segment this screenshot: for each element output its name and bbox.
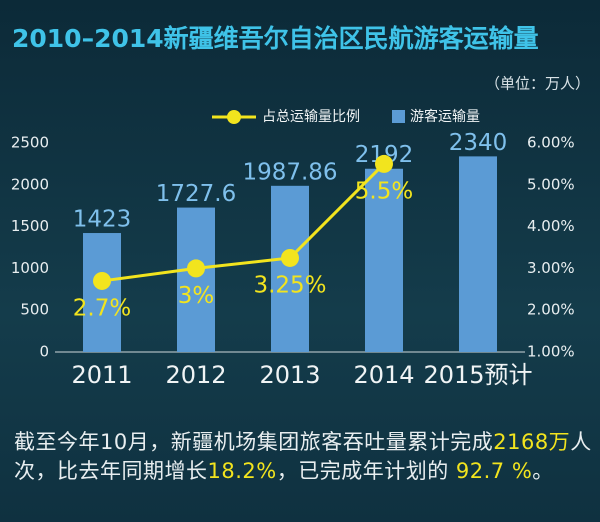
x-tick-label: 2014	[353, 361, 414, 389]
legend-label: 占总运输量比例	[262, 109, 360, 125]
y2-tick-label: 6.00%	[527, 134, 575, 152]
chart: 2010–2014新疆维吾尔自治区民航游客运输量 （单位：万人） 0 500 100…	[11, 24, 590, 389]
line-value-label: 3.25%	[253, 272, 326, 298]
x-tick-label: 2012	[165, 361, 226, 389]
bar	[177, 207, 215, 352]
bar	[83, 233, 121, 352]
line-point	[375, 154, 393, 173]
y2-tick-label: 2.00%	[527, 301, 575, 319]
line	[101, 162, 386, 283]
note-text: 18.2%	[207, 459, 277, 483]
y-tick-label: 500	[20, 301, 49, 319]
note-text: 截至今年10月，新疆机场集团旅客吞吐量累计完成	[14, 430, 494, 454]
chart-title: 2010–2014新疆维吾尔自治区民航游客运输量	[12, 24, 539, 53]
line-point	[187, 259, 205, 278]
bar-value-label: 1423	[73, 207, 132, 233]
note-text: 。	[532, 459, 554, 483]
bar-value-label: 2340	[449, 130, 508, 156]
y-tick-label: 1000	[11, 259, 49, 277]
line-value-label: 5.5%	[355, 178, 413, 204]
unit-note: （单位：万人）	[485, 75, 590, 93]
y2-tick-label: 4.00%	[527, 217, 575, 235]
line-point	[281, 248, 299, 267]
legend-label: 游客运输量	[410, 108, 480, 125]
bar-value-label: 1727.6	[156, 181, 236, 207]
bar	[271, 185, 309, 352]
note-text: 人次，比去年同期增长	[14, 430, 592, 483]
y2-tick-label: 5.00%	[527, 175, 575, 193]
y-tick-label: 2000	[11, 175, 49, 193]
y2-tick-label: 3.00%	[527, 259, 575, 277]
legend-swatch	[392, 110, 405, 123]
line-point	[93, 271, 111, 290]
note-text: 2168万	[493, 430, 571, 454]
bar	[459, 156, 497, 352]
line-value-label: 3%	[178, 283, 215, 309]
x-tick-label: 2013	[259, 361, 320, 389]
y2-tick-label: 1.00%	[527, 343, 575, 361]
line-value-label: 2.7%	[73, 295, 131, 321]
y-tick-label: 2500	[11, 134, 49, 152]
note-text: ，已完成年计划的	[276, 459, 456, 483]
x-tick-label: 2011	[71, 361, 132, 389]
bar-value-label: 1987.86	[242, 159, 337, 185]
y-tick-label: 0	[39, 343, 49, 361]
note: 截至今年10月，新疆机场集团旅客吞吐量累计完成2168万人次，比去年同期增长18…	[14, 428, 592, 486]
x-tick-label: 2015预计	[423, 361, 532, 389]
note-text: 92.7 %	[455, 459, 533, 483]
y-tick-label: 1500	[11, 217, 49, 235]
legend-marker	[227, 110, 241, 124]
bar	[365, 168, 403, 352]
